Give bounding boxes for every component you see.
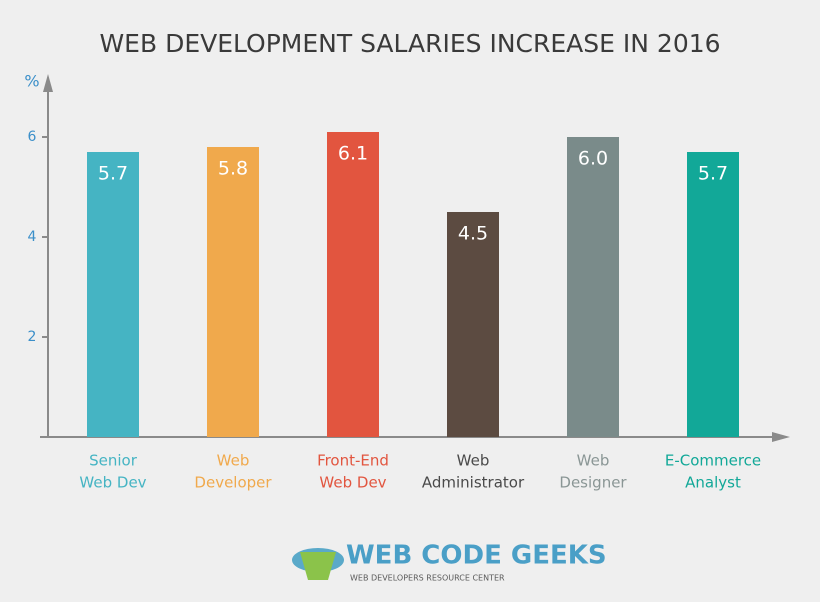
x-tick-label: Web <box>217 452 250 470</box>
x-tick-label: Analyst <box>685 474 741 492</box>
x-tick-label: Web <box>457 452 490 470</box>
logo-name: WEB CODE GEEKS <box>346 541 607 571</box>
x-tick-label: Designer <box>559 474 627 492</box>
x-tick-label: E-Commerce <box>665 452 761 470</box>
logo: WEB CODE GEEKS WEB DEVELOPERS RESOURCE C… <box>292 541 607 583</box>
logo-tagline: WEB DEVELOPERS RESOURCE CENTER <box>350 574 505 583</box>
x-tick-label: Web Dev <box>319 474 386 492</box>
x-tick-label: Senior <box>89 452 138 470</box>
x-tick-label: Front-End <box>317 452 389 470</box>
value-label: 4.5 <box>458 223 488 245</box>
value-label: 6.0 <box>578 148 608 170</box>
bar <box>87 152 139 437</box>
y-axis-label: % <box>24 72 39 91</box>
x-tick-label: Web <box>577 452 610 470</box>
bar <box>327 132 379 437</box>
bar <box>567 137 619 437</box>
value-label: 5.7 <box>98 163 128 185</box>
x-tick-label: Developer <box>194 474 272 492</box>
logo-icon <box>300 552 336 580</box>
x-tick-label: Administrator <box>422 474 525 492</box>
y-axis-arrow <box>43 74 53 92</box>
bar <box>687 152 739 437</box>
bar <box>207 147 259 437</box>
bar <box>447 212 499 437</box>
y-tick-label: 4 <box>28 229 37 245</box>
chart-title: WEB DEVELOPMENT SALARIES INCREASE IN 201… <box>99 29 720 58</box>
y-tick-label: 2 <box>28 329 37 345</box>
y-tick-label: 6 <box>28 129 37 145</box>
value-label: 6.1 <box>338 143 368 165</box>
x-axis-arrow <box>772 432 790 442</box>
value-label: 5.7 <box>698 163 728 185</box>
x-tick-label: Web Dev <box>79 474 146 492</box>
value-label: 5.8 <box>218 158 248 180</box>
